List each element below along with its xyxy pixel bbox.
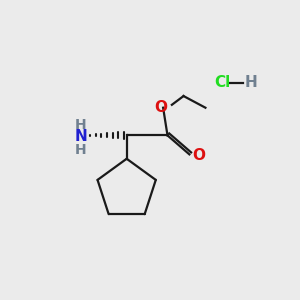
Text: Cl: Cl: [214, 75, 230, 90]
Text: H: H: [245, 75, 257, 90]
Text: O: O: [154, 100, 167, 115]
Text: N: N: [74, 129, 87, 144]
Text: H: H: [75, 143, 87, 157]
Text: H: H: [75, 118, 87, 132]
Text: O: O: [192, 148, 205, 163]
